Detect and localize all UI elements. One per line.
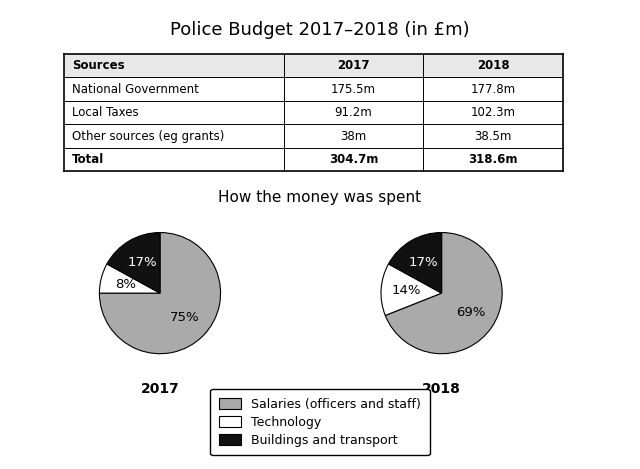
Text: Total: Total <box>72 153 104 166</box>
Wedge shape <box>99 233 221 354</box>
Text: National Government: National Government <box>72 83 198 96</box>
Text: 14%: 14% <box>392 284 421 297</box>
Text: 17%: 17% <box>127 257 157 269</box>
Wedge shape <box>107 233 160 293</box>
Bar <box>64 77 563 101</box>
Text: 91.2m: 91.2m <box>335 106 372 119</box>
Text: Local Taxes: Local Taxes <box>72 106 138 119</box>
Text: How the money was spent: How the money was spent <box>218 190 422 205</box>
Text: Other sources (eg grants): Other sources (eg grants) <box>72 129 224 143</box>
Wedge shape <box>99 264 160 293</box>
Bar <box>64 124 563 148</box>
Text: 177.8m: 177.8m <box>471 83 516 96</box>
Wedge shape <box>381 264 442 316</box>
Bar <box>64 101 563 124</box>
Text: Police Budget 2017–2018 (in £m): Police Budget 2017–2018 (in £m) <box>170 21 470 39</box>
Text: 318.6m: 318.6m <box>468 153 518 166</box>
Bar <box>64 148 563 171</box>
Text: 75%: 75% <box>170 311 200 325</box>
Text: 2018: 2018 <box>477 59 509 72</box>
Text: 2017: 2017 <box>141 382 179 396</box>
Text: 38.5m: 38.5m <box>475 129 512 143</box>
Wedge shape <box>388 233 442 293</box>
Bar <box>64 54 563 77</box>
Text: 102.3m: 102.3m <box>471 106 516 119</box>
Text: 304.7m: 304.7m <box>329 153 378 166</box>
Text: 2017: 2017 <box>337 59 370 72</box>
Text: 17%: 17% <box>409 257 438 269</box>
Text: Sources: Sources <box>72 59 124 72</box>
Text: 69%: 69% <box>456 306 485 319</box>
Text: 38m: 38m <box>340 129 367 143</box>
Wedge shape <box>385 233 502 354</box>
Text: 175.5m: 175.5m <box>331 83 376 96</box>
Text: 8%: 8% <box>115 278 136 291</box>
Text: 2018: 2018 <box>422 382 461 396</box>
Legend: Salaries (officers and staff), Technology, Buildings and transport: Salaries (officers and staff), Technolog… <box>210 389 430 455</box>
